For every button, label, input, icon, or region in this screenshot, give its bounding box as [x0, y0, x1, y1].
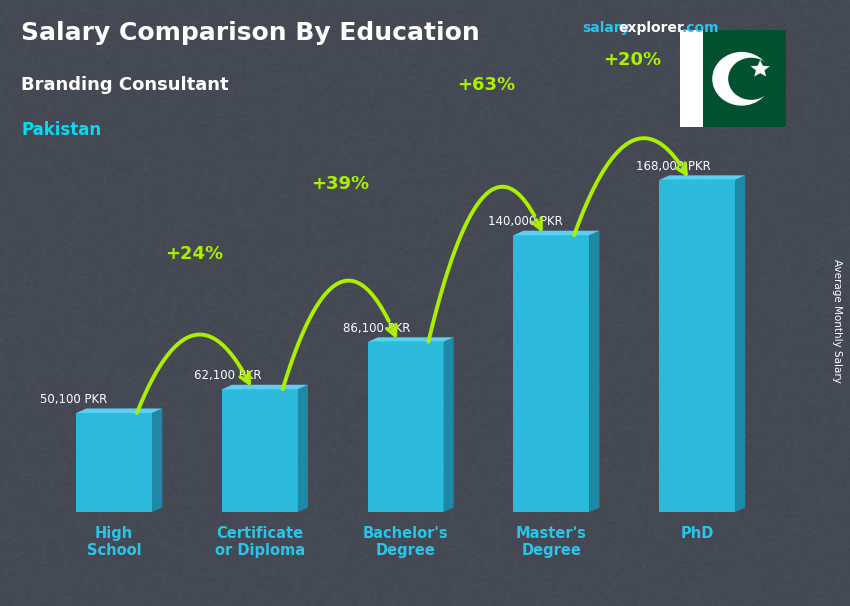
- Text: explorer: explorer: [619, 21, 684, 35]
- Polygon shape: [589, 231, 599, 512]
- Polygon shape: [444, 338, 454, 512]
- Polygon shape: [735, 175, 745, 512]
- Bar: [660, 180, 735, 512]
- Circle shape: [728, 58, 774, 99]
- Text: +20%: +20%: [603, 51, 661, 69]
- Polygon shape: [368, 338, 454, 342]
- Text: +39%: +39%: [311, 175, 370, 193]
- Polygon shape: [222, 385, 308, 389]
- Text: 62,100 PKR: 62,100 PKR: [194, 369, 262, 382]
- Text: 140,000 PKR: 140,000 PKR: [488, 215, 563, 228]
- Text: Pakistan: Pakistan: [21, 121, 101, 139]
- Polygon shape: [76, 408, 162, 413]
- Polygon shape: [751, 60, 770, 76]
- Text: 168,000 PKR: 168,000 PKR: [637, 160, 711, 173]
- Circle shape: [713, 53, 770, 105]
- Text: +24%: +24%: [166, 245, 224, 264]
- Text: Branding Consultant: Branding Consultant: [21, 76, 229, 94]
- Text: Salary Comparison By Education: Salary Comparison By Education: [21, 21, 480, 45]
- Polygon shape: [152, 408, 162, 512]
- Polygon shape: [298, 385, 308, 512]
- Bar: [368, 342, 444, 512]
- Text: Average Monthly Salary: Average Monthly Salary: [832, 259, 842, 383]
- Bar: [680, 30, 703, 127]
- Text: 50,100 PKR: 50,100 PKR: [40, 393, 107, 406]
- Bar: [703, 30, 786, 127]
- Text: 86,100 PKR: 86,100 PKR: [343, 322, 411, 335]
- Text: salary: salary: [582, 21, 630, 35]
- Bar: [222, 389, 298, 512]
- Text: .com: .com: [682, 21, 719, 35]
- Bar: [513, 235, 589, 512]
- Polygon shape: [513, 231, 599, 235]
- Polygon shape: [660, 175, 745, 180]
- Bar: [76, 413, 152, 512]
- Text: +63%: +63%: [457, 76, 515, 95]
